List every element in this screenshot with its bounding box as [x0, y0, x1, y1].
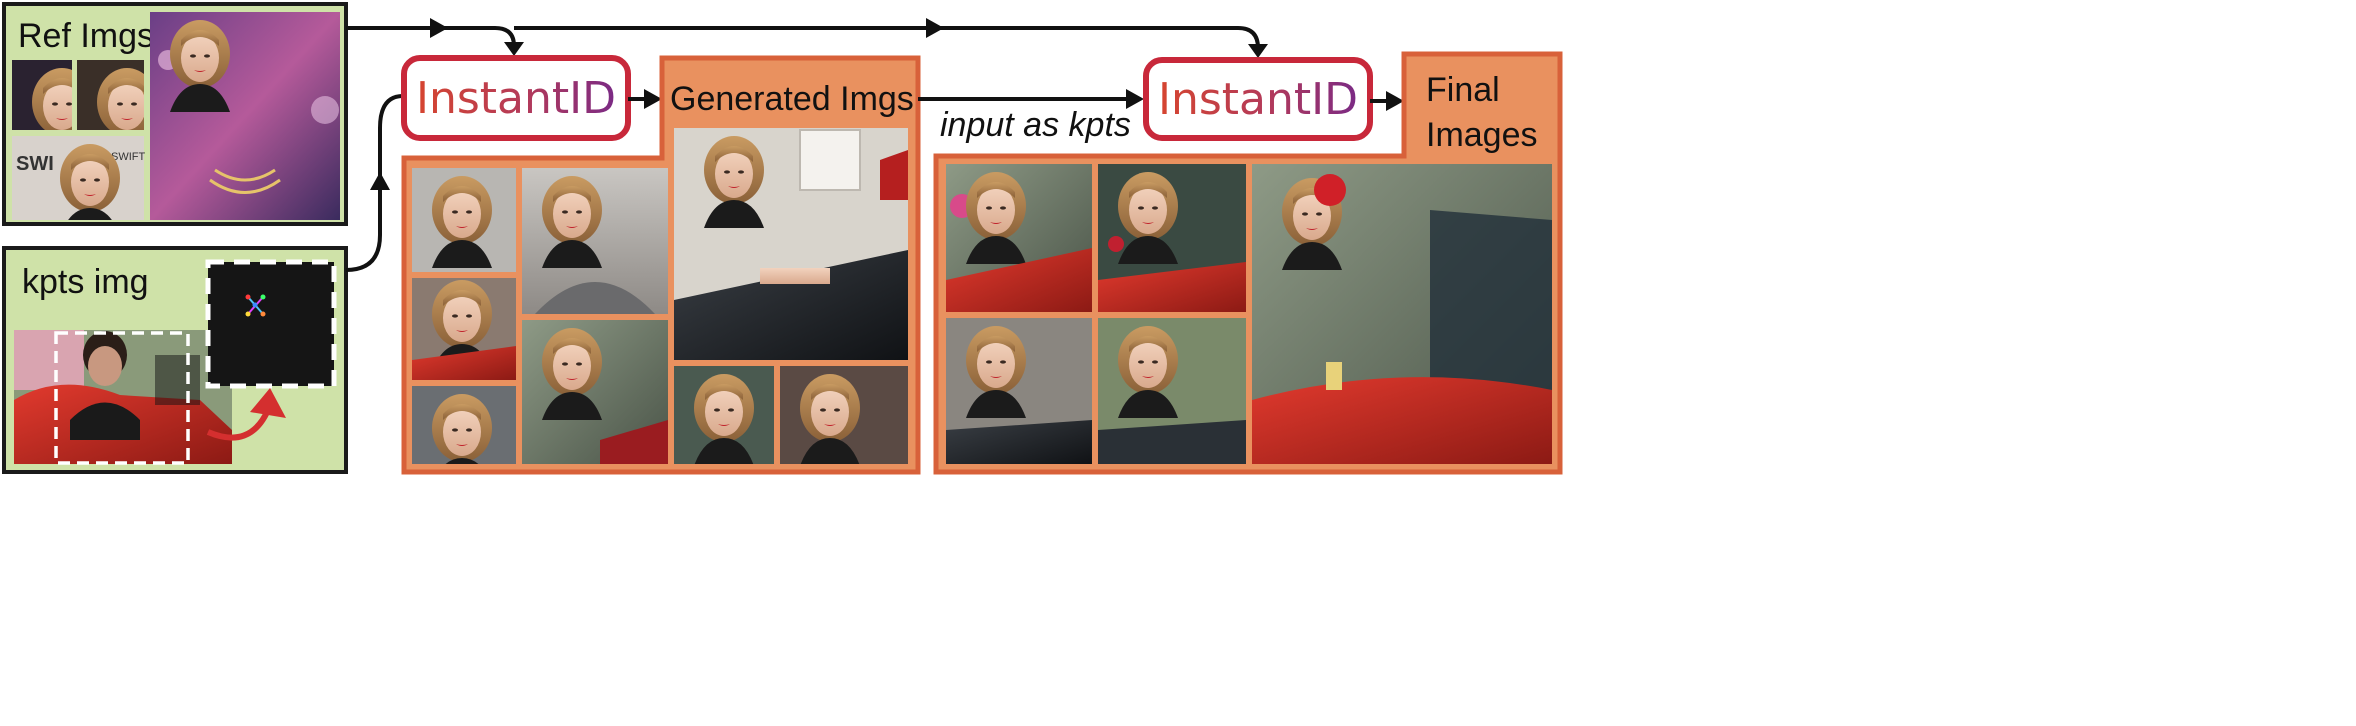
arrow-ref-mid-head-1	[430, 18, 448, 38]
final-photo-2	[1098, 164, 1246, 312]
arrow-ref-to-instantid-2	[514, 26, 1260, 54]
generated-imgs-label: Generated Imgs	[670, 80, 914, 118]
instantid-box-2: InstantID	[1143, 57, 1373, 141]
generated-photo-2	[522, 168, 668, 314]
kpts-img-label: kpts img	[22, 263, 149, 301]
final-photo-large	[1252, 164, 1552, 464]
final-photo-3	[946, 318, 1092, 464]
instantid-2-label: InstantID	[1158, 74, 1358, 125]
ref-photo-small-3: SWI R SWIFT	[12, 136, 145, 220]
svg-text:SWI: SWI	[16, 153, 54, 175]
ref-photo-large	[150, 12, 340, 220]
arrow-kpts-up-head	[370, 172, 390, 190]
kpts-img-panel: kpts img	[2, 246, 348, 474]
generated-photo-6	[674, 366, 774, 464]
input-as-kpts-label: input as kpts	[940, 106, 1131, 144]
instantid-1-label: InstantID	[416, 73, 616, 124]
kpts-extract-arrow	[206, 408, 271, 441]
ref-photo-small-1	[12, 60, 72, 130]
arrow-ref-to-instantid-2-head	[1248, 44, 1268, 58]
generated-photo-4	[522, 320, 668, 464]
generated-imgs-panel: Generated Imgs	[401, 55, 921, 475]
ref-imgs-label: Ref Imgs	[18, 17, 154, 55]
kpts-source-photo	[14, 330, 232, 465]
final-photo-1	[946, 164, 1092, 312]
generated-photo-1	[412, 168, 516, 272]
arrow-generated-to-instantid2-head	[1126, 89, 1144, 109]
generated-photo-large	[674, 128, 908, 360]
final-images-label-line2: Images	[1426, 116, 1538, 154]
generated-photo-5	[412, 386, 516, 464]
arrow-instantid2-to-final-head	[1386, 91, 1404, 111]
final-images-panel: Final Images	[933, 51, 1563, 475]
generated-photo-3	[412, 278, 516, 380]
arrow-instantid1-to-generated-head	[644, 89, 662, 109]
kpts-extract-arrowhead	[250, 388, 286, 418]
arrow-ref-mid-head-2	[926, 18, 944, 38]
ref-imgs-panel: Ref Imgs SWI R SWIFT	[2, 2, 348, 226]
generated-photo-7	[780, 366, 908, 464]
instantid-box-1: InstantID	[401, 55, 631, 141]
kpts-keypoint-image	[205, 259, 337, 389]
final-photo-4	[1098, 318, 1246, 464]
ref-photo-small-2	[77, 60, 144, 130]
final-images-label-line1: Final	[1426, 71, 1500, 109]
arrow-ref-to-instantid-head	[504, 42, 524, 56]
